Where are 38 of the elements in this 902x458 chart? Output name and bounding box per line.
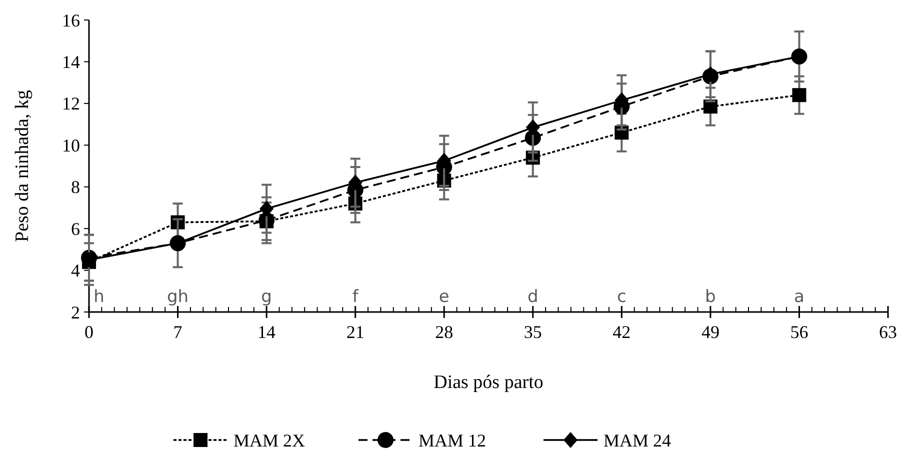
- annotation: a: [794, 286, 804, 307]
- legend-label: MAM 12: [418, 430, 486, 450]
- point: [348, 174, 362, 191]
- x-axis-title: Dias pós parto: [434, 372, 544, 393]
- x-tick-label: 56: [790, 322, 808, 342]
- y-tick-label: 16: [62, 10, 80, 30]
- point: [526, 119, 540, 136]
- y-tick-label: 8: [71, 177, 80, 198]
- point: [260, 200, 274, 217]
- y-tick-label: 6: [71, 218, 80, 239]
- y-tick-label: 2: [71, 302, 80, 322]
- annotation: g: [261, 286, 272, 307]
- x-tick-label: 63: [879, 322, 897, 342]
- point: [437, 152, 452, 169]
- annotation: gh: [166, 286, 189, 307]
- y-tick-label: 12: [62, 94, 80, 114]
- legend-label: MAM 2X: [234, 430, 306, 450]
- annotation: h: [94, 286, 104, 307]
- y-tick-label: 4: [71, 260, 80, 281]
- y-tick-label: 14: [62, 52, 80, 72]
- y-tick-label: 10: [62, 135, 80, 156]
- x-tick-label: 35: [524, 322, 542, 342]
- annotation: d: [527, 286, 538, 307]
- y-axis-title: Peso da ninhada, kg: [12, 90, 33, 242]
- x-tick-label: 49: [701, 322, 720, 342]
- point: [614, 92, 629, 108]
- x-tick-label: 7: [173, 322, 182, 342]
- point: [792, 88, 806, 102]
- annotation: c: [616, 286, 626, 307]
- annotation: e: [438, 286, 450, 307]
- legend-label: MAM 24: [604, 430, 672, 450]
- x-tick-label: 21: [346, 322, 364, 342]
- x-tick-label: 14: [258, 322, 276, 342]
- x-tick-label: 0: [84, 322, 94, 342]
- x-tick-label: 42: [612, 322, 631, 342]
- annotation: f: [352, 286, 360, 307]
- x-tick-label: 28: [435, 322, 454, 342]
- annotation: b: [705, 286, 716, 307]
